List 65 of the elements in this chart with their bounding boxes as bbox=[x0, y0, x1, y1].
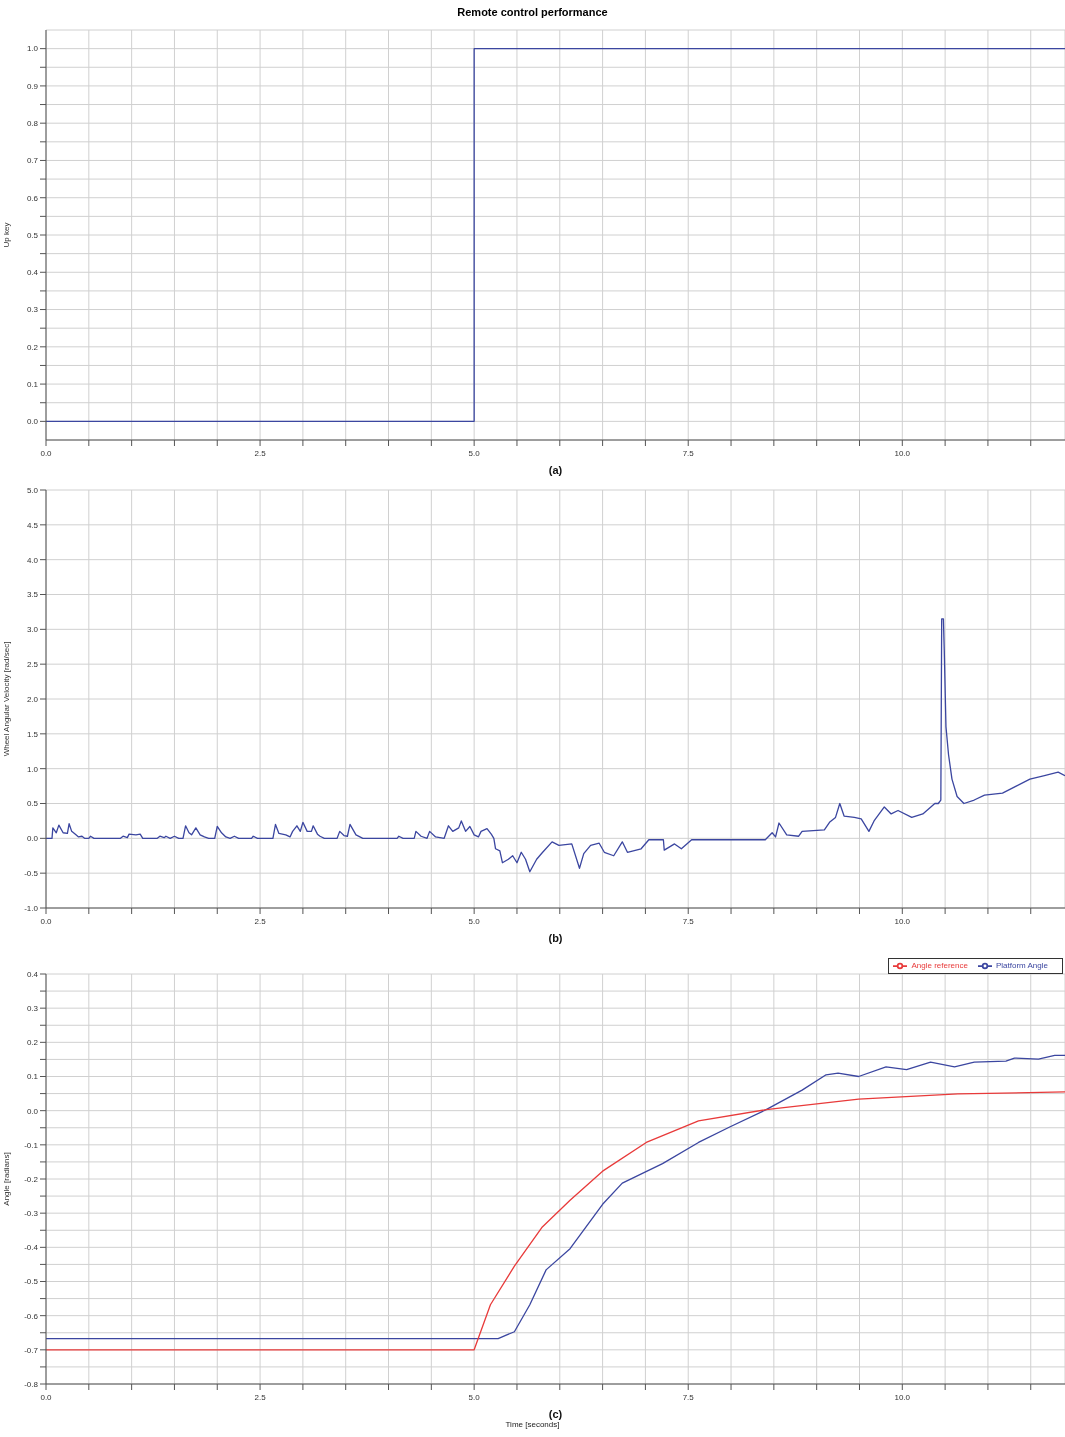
legend-label: Angle reference bbox=[911, 961, 968, 971]
x-tick-label: 10.0 bbox=[894, 917, 911, 926]
y-tick-label: -1.0 bbox=[24, 903, 39, 913]
y-axis-title: Up key bbox=[1, 222, 11, 248]
y-tick-label: 4.0 bbox=[26, 555, 39, 565]
y-tick-label: 1.0 bbox=[26, 44, 39, 54]
y-tick-label: 2.5 bbox=[26, 660, 39, 670]
y-tick-label: 0.7 bbox=[26, 156, 39, 166]
chart-title: Remote control performance bbox=[456, 5, 609, 20]
x-axis-title: (a) bbox=[548, 464, 563, 476]
y-tick-label: 0.8 bbox=[26, 119, 39, 129]
y-tick-label: -0.2 bbox=[24, 1174, 39, 1184]
x-tick-label: 10.0 bbox=[894, 449, 911, 458]
y-tick-label: 0.4 bbox=[26, 268, 39, 278]
y-tick-label: 1.0 bbox=[26, 764, 39, 774]
x-axis-title: (c) bbox=[548, 1408, 563, 1420]
legend-label: Platform Angle bbox=[995, 961, 1048, 971]
y-tick-label: -0.3 bbox=[24, 1209, 39, 1219]
x-tick-label: 2.5 bbox=[254, 1393, 267, 1402]
y-tick-label: -0.7 bbox=[24, 1345, 39, 1355]
y-tick-label: 0.2 bbox=[26, 342, 39, 352]
x-tick-label: 7.5 bbox=[682, 1393, 695, 1402]
y-tick-label: 0.0 bbox=[26, 1106, 39, 1116]
y-tick-label: 3.5 bbox=[26, 590, 39, 600]
y-tick-label: 0.2 bbox=[26, 1038, 39, 1048]
y-tick-label: 0.3 bbox=[26, 305, 39, 315]
y-tick-label: 0.5 bbox=[26, 799, 39, 809]
line-series bbox=[46, 618, 1065, 873]
y-tick-label: 4.5 bbox=[26, 520, 39, 530]
y-tick-label: 0.5 bbox=[26, 230, 39, 240]
y-tick-label: -0.1 bbox=[24, 1140, 39, 1150]
y-tick-label: 0.0 bbox=[26, 834, 39, 844]
y-tick-label: -0.4 bbox=[24, 1243, 39, 1253]
x-tick-label: 0.0 bbox=[40, 449, 53, 458]
y-tick-label: 2.0 bbox=[26, 694, 39, 704]
x-axis-title: (b) bbox=[548, 932, 563, 944]
text: Time [seconds] bbox=[504, 1420, 561, 1431]
y-tick-label: 5.0 bbox=[26, 485, 39, 495]
y-tick-label: 0.0 bbox=[26, 417, 39, 427]
y-axis-title: Angle [radians] bbox=[1, 1152, 11, 1206]
x-tick-label: 5.0 bbox=[468, 1393, 481, 1402]
y-tick-label: 1.5 bbox=[26, 729, 39, 739]
y-tick-label: 0.4 bbox=[26, 969, 39, 979]
y-tick-label: 0.1 bbox=[26, 379, 39, 389]
x-tick-label: 0.0 bbox=[40, 1393, 53, 1402]
y-axis-title: Wheel Angular Velocity [rad/sec] bbox=[1, 641, 11, 757]
y-tick-label: 3.0 bbox=[26, 625, 39, 635]
line-series bbox=[46, 1054, 1065, 1340]
y-tick-label: -0.6 bbox=[24, 1311, 39, 1321]
x-tick-label: 2.5 bbox=[254, 449, 267, 458]
x-tick-label: 7.5 bbox=[682, 449, 695, 458]
y-tick-label: -0.8 bbox=[24, 1379, 39, 1389]
y-tick-label: 0.9 bbox=[26, 81, 39, 91]
y-tick-label: 0.6 bbox=[26, 193, 39, 203]
y-tick-label: 0.3 bbox=[26, 1004, 39, 1014]
y-tick-label: -0.5 bbox=[24, 1277, 39, 1287]
y-tick-label: 0.1 bbox=[26, 1072, 39, 1082]
x-tick-label: 7.5 bbox=[682, 917, 695, 926]
x-tick-label: 5.0 bbox=[468, 449, 481, 458]
x-tick-label: 2.5 bbox=[254, 917, 267, 926]
x-tick-label: 5.0 bbox=[468, 917, 481, 926]
x-tick-label: 10.0 bbox=[894, 1393, 911, 1402]
x-tick-label: 0.0 bbox=[40, 917, 53, 926]
line-series bbox=[46, 1091, 1065, 1351]
y-tick-label: -0.5 bbox=[24, 869, 39, 879]
